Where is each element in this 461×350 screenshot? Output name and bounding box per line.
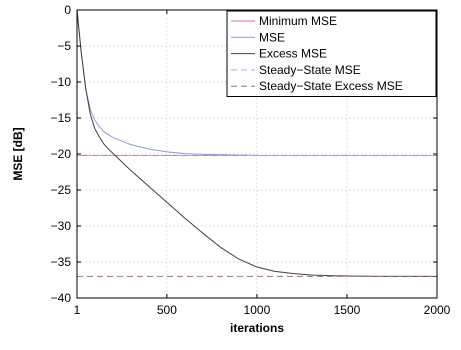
- legend-entry: Minimum MSE: [259, 14, 337, 28]
- legend: Minimum MSE MSE Excess MSE Steady−State MSE…: [226, 10, 437, 97]
- plot-lines: [76, 9, 437, 277]
- x-tick-label: 1: [74, 303, 81, 317]
- x-tick-label: 500: [157, 303, 177, 317]
- x-tick-label: 2000: [424, 303, 451, 317]
- x-tick-label: 1500: [334, 303, 361, 317]
- y-tick-label: −40: [51, 291, 72, 305]
- y-tick-label: 0: [64, 3, 71, 17]
- legend-entry: Steady−State MSE: [259, 63, 361, 77]
- legend-entry: Excess MSE: [259, 47, 327, 61]
- legend-entry: MSE: [259, 30, 285, 44]
- y-tick-label: −20: [51, 147, 72, 161]
- legend-entry: Steady−State Excess MSE: [259, 79, 403, 93]
- y-tick-label: −15: [51, 111, 72, 125]
- series-line-1: [76, 9, 437, 156]
- y-tick-label: −30: [51, 219, 72, 233]
- y-axis-label: MSE [dB]: [11, 127, 25, 180]
- x-tick-label: 1000: [244, 303, 271, 317]
- y-tick-label: −5: [57, 39, 71, 53]
- y-tick-label: −25: [51, 183, 72, 197]
- legend-box: [226, 10, 437, 97]
- y-tick-label: −35: [51, 255, 72, 269]
- x-axis-label: iterations: [230, 321, 284, 335]
- series-line-2: [76, 9, 437, 277]
- y-tick-label: −10: [51, 75, 72, 89]
